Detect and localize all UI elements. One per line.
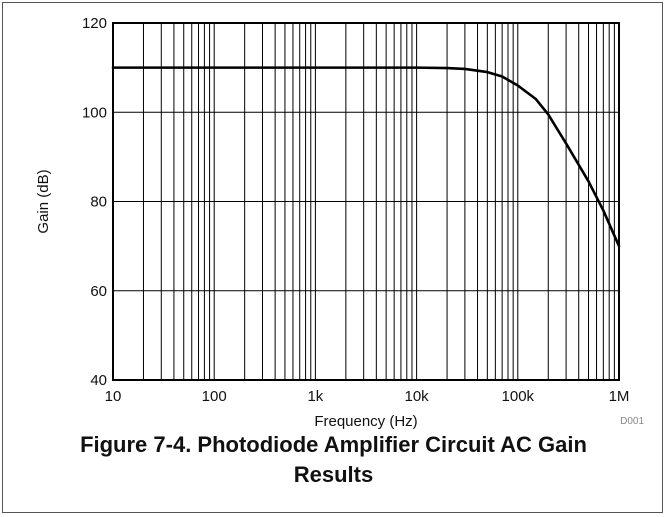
major-gridlines [112,22,620,381]
x-tick-label: 10 [105,388,122,405]
y-axis-label: Gain (dB) [35,169,52,233]
gain-chart: 10 100 1k 10k 100k 1M 40 60 80 100 120 Frequency … [35,15,644,430]
x-tick-label: 100 [202,388,227,405]
x-axis-label: Frequency (Hz) [314,413,417,430]
series-layer [111,66,621,248]
x-tick-label: 100k [502,388,535,405]
y-tick-label: 100 [82,104,107,121]
caption-line-1: Figure 7-4. Photodiode Amplifier Circuit… [80,432,587,457]
y-tick-label: 60 [90,283,107,300]
y-tick-labels: 40 60 80 100 120 [82,15,107,389]
x-tick-label: 1M [609,388,630,405]
caption-line-2: Results [293,462,374,487]
y-tick-label: 120 [82,15,107,32]
y-tick-label: 40 [90,372,107,389]
gain-series-line [111,66,621,248]
plot-area-border [112,22,620,381]
figure-frame [2,2,663,513]
x-tick-labels: 10 100 1k 10k 100k 1M [105,388,630,405]
figure-caption: Figure 7-4. Photodiode Amplifier Circuit… [0,430,667,490]
figure-code: D001 [620,416,644,427]
x-tick-label: 10k [405,388,430,405]
x-tick-label: 1k [307,388,323,405]
y-tick-label: 80 [90,194,107,211]
